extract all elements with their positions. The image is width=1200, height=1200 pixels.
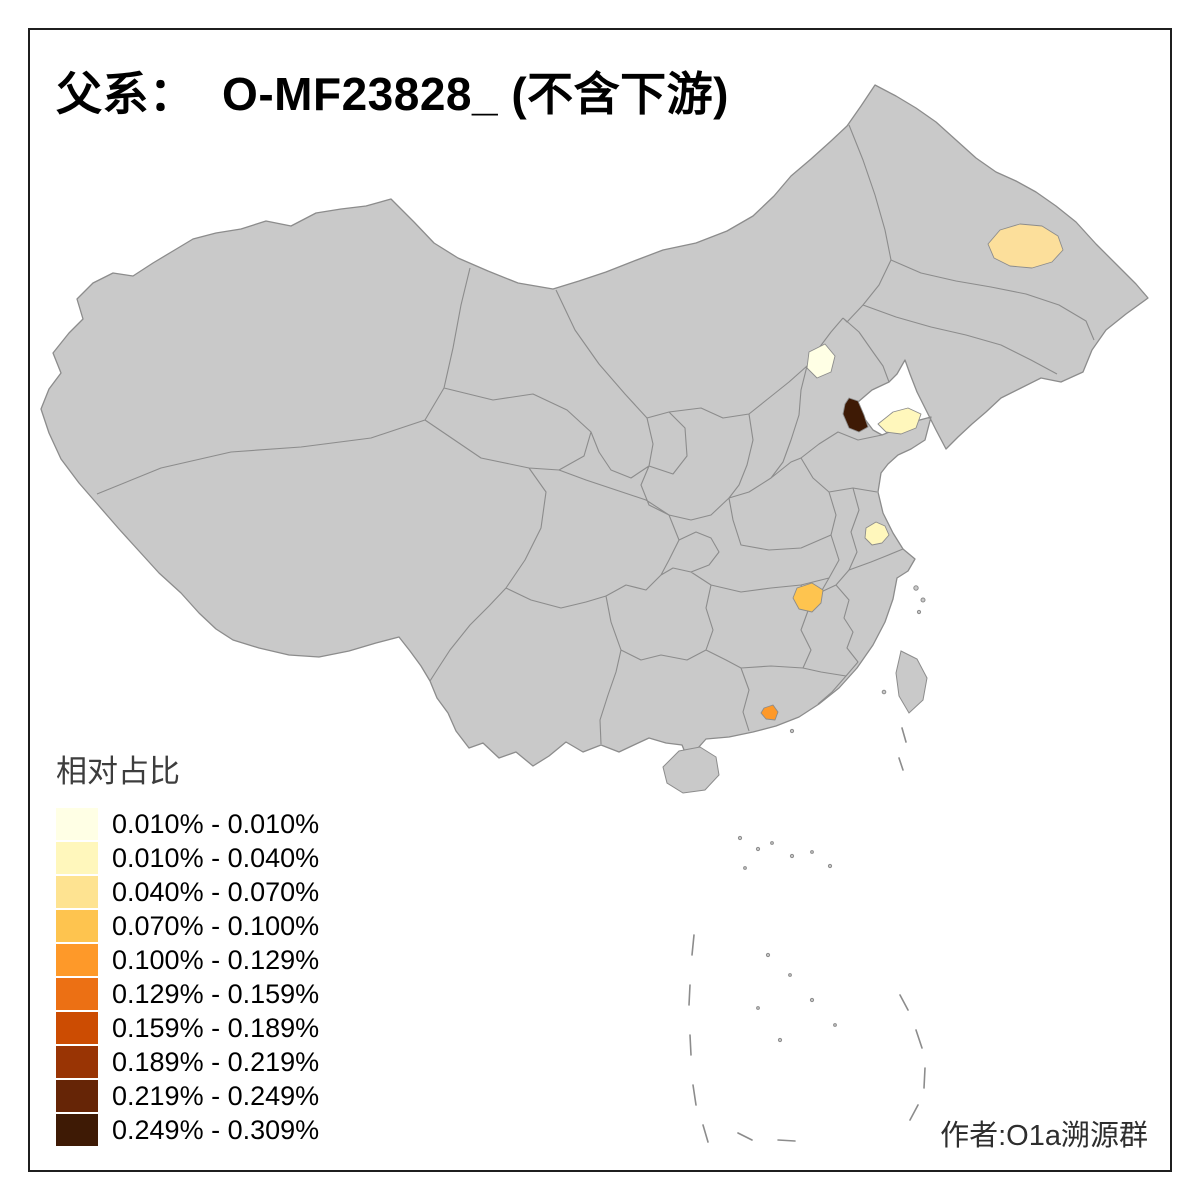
legend-swatch bbox=[56, 1114, 98, 1146]
legend-swatch bbox=[56, 1080, 98, 1112]
hainan-island bbox=[662, 746, 720, 794]
legend-item: 0.189% - 0.219% bbox=[56, 1045, 319, 1079]
region-beijing bbox=[806, 343, 836, 379]
legend-label: 0.070% - 0.100% bbox=[112, 910, 320, 941]
south-china-sea-islands bbox=[688, 727, 926, 1143]
map-title: 父系： O-MF23828_ (不含下游) bbox=[56, 68, 729, 120]
legend-swatch bbox=[56, 876, 98, 908]
legend-item: 0.219% - 0.249% bbox=[56, 1079, 319, 1113]
legend-label: 0.100% - 0.129% bbox=[112, 944, 320, 975]
legend-swatch bbox=[56, 1046, 98, 1078]
legend-item: 0.040% - 0.070% bbox=[56, 875, 319, 909]
region-heilongjiang bbox=[987, 223, 1064, 269]
legend-swatch bbox=[56, 978, 98, 1010]
region-hunan bbox=[792, 582, 824, 613]
coastal-islets bbox=[789, 585, 926, 734]
region-jiangsu bbox=[864, 521, 890, 546]
legend-label: 0.189% - 0.219% bbox=[112, 1046, 320, 1077]
legend-label: 0.040% - 0.070% bbox=[112, 876, 320, 907]
region-hebei-bohai-coast bbox=[842, 397, 869, 433]
legend: 相对占比 0.010% - 0.010% 0.010% - 0.040% 0.0… bbox=[56, 746, 319, 1147]
legend-swatch bbox=[56, 808, 98, 840]
taiwan-island bbox=[895, 650, 928, 714]
region-guangdong bbox=[760, 704, 779, 721]
legend-item: 0.070% - 0.100% bbox=[56, 909, 319, 943]
legend-item: 0.249% - 0.309% bbox=[56, 1113, 319, 1147]
author-credit: 作者:O1a溯源群 bbox=[940, 1120, 1148, 1152]
legend-label: 0.129% - 0.159% bbox=[112, 978, 320, 1009]
legend-item: 0.100% - 0.129% bbox=[56, 943, 319, 977]
legend-swatch bbox=[56, 842, 98, 874]
legend-label: 0.249% - 0.309% bbox=[112, 1114, 320, 1145]
china-mainland bbox=[40, 84, 1149, 767]
legend-swatch bbox=[56, 910, 98, 942]
legend-title: 相对占比 bbox=[56, 754, 180, 789]
legend-item: 0.159% - 0.189% bbox=[56, 1011, 319, 1045]
legend-swatch bbox=[56, 1012, 98, 1044]
legend-item: 0.010% - 0.040% bbox=[56, 841, 319, 875]
legend-label: 0.159% - 0.189% bbox=[112, 1012, 320, 1043]
legend-swatch bbox=[56, 944, 98, 976]
legend-item: 0.129% - 0.159% bbox=[56, 977, 319, 1011]
region-shandong-peninsula bbox=[877, 407, 922, 435]
legend-label: 0.219% - 0.249% bbox=[112, 1080, 320, 1111]
legend-label: 0.010% - 0.010% bbox=[112, 808, 320, 839]
province-borders bbox=[96, 124, 1095, 745]
legend-item: 0.010% - 0.010% bbox=[56, 807, 319, 841]
legend-label: 0.010% - 0.040% bbox=[112, 842, 320, 873]
